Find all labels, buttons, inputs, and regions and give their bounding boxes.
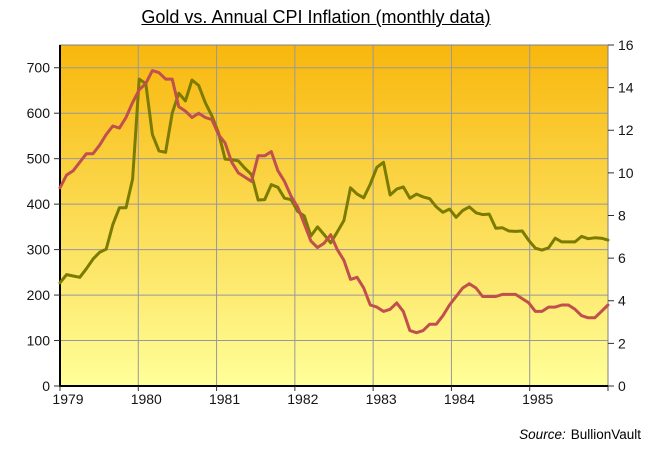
- x-axis-labels: 1979 1980 1981 1982 1983 1984 1985: [52, 391, 553, 407]
- svg-text:700: 700: [27, 60, 51, 76]
- svg-text:1983: 1983: [366, 391, 397, 407]
- svg-text:0: 0: [42, 378, 50, 394]
- svg-text:600: 600: [27, 105, 51, 121]
- svg-text:1985: 1985: [522, 391, 553, 407]
- axis-lines: [59, 45, 608, 387]
- svg-text:2: 2: [618, 335, 626, 351]
- svg-text:8: 8: [618, 207, 626, 223]
- svg-text:1980: 1980: [131, 391, 162, 407]
- svg-text:1981: 1981: [209, 391, 240, 407]
- svg-text:10: 10: [618, 165, 634, 181]
- horizontal-gridlines: [60, 67, 608, 342]
- right-axis-ticks: [608, 44, 614, 387]
- source-label: Source:: [519, 427, 566, 442]
- svg-text:16: 16: [618, 37, 634, 53]
- svg-text:200: 200: [27, 287, 51, 303]
- svg-text:14: 14: [618, 80, 634, 96]
- svg-text:0: 0: [618, 378, 626, 394]
- svg-text:4: 4: [618, 293, 626, 309]
- svg-text:1979: 1979: [52, 391, 83, 407]
- vertical-gridlines: [137, 45, 531, 386]
- page-title: Gold vs. Annual CPI Inflation (monthly d…: [141, 7, 491, 27]
- gold-line: [58, 77, 610, 285]
- svg-text:100: 100: [27, 332, 51, 348]
- source-credit: Source: BullionVault: [519, 427, 641, 442]
- x-axis-ticks: [59, 386, 609, 391]
- source-value: BullionVault: [570, 427, 641, 442]
- left-axis-labels: 0 100 200 300 400 500 600 700: [27, 60, 51, 394]
- svg-text:400: 400: [27, 196, 51, 212]
- plot-background: [60, 45, 608, 386]
- svg-text:12: 12: [618, 122, 634, 138]
- svg-text:1982: 1982: [287, 391, 318, 407]
- right-axis-labels: 0 2 4 6 8 10 12 14 16: [618, 37, 634, 394]
- left-axis-ticks: [54, 67, 60, 387]
- svg-text:300: 300: [27, 242, 51, 258]
- cpi-line: [58, 69, 610, 335]
- svg-text:500: 500: [27, 151, 51, 167]
- svg-text:1984: 1984: [444, 391, 475, 407]
- svg-text:6: 6: [618, 250, 626, 266]
